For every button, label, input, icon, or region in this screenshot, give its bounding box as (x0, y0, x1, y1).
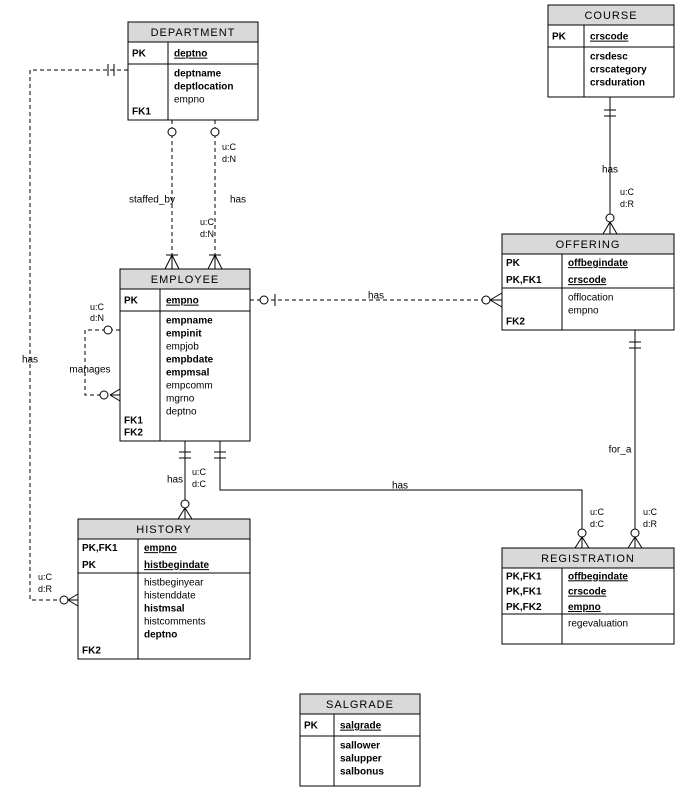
svg-text:u:C: u:C (200, 217, 215, 227)
svg-text:u:C: u:C (90, 302, 105, 312)
svg-text:empno: empno (568, 306, 599, 317)
svg-text:sallower: sallower (340, 741, 380, 752)
svg-text:PK,FK1: PK,FK1 (82, 543, 118, 554)
rel-staffed-by-label: staffed_by (129, 195, 175, 206)
rel-emp-has-history: has u:C d:C (167, 441, 207, 519)
svg-text:histcomments: histcomments (144, 617, 206, 628)
svg-text:d:R: d:R (620, 199, 635, 209)
entity-offering: OFFERING PK PK,FK1 offbegindate crscode FK2 of… (502, 234, 674, 330)
svg-text:histbegindate: histbegindate (144, 560, 209, 571)
svg-text:empcomm: empcomm (166, 381, 213, 392)
svg-text:d:R: d:R (643, 519, 658, 529)
svg-text:OFFERING: OFFERING (556, 239, 621, 251)
svg-text:d:N: d:N (90, 313, 104, 323)
svg-text:u:C: u:C (38, 572, 53, 582)
entity-history: HISTORY PK,FK1 PK empno histbegindate FK2 hist… (78, 519, 250, 659)
rel-emp-has-reg: has u:C d:C (214, 441, 605, 548)
rel-course-has-offering: has u:C d:R (602, 97, 635, 234)
svg-text:u:C: u:C (222, 142, 237, 152)
svg-text:empno: empno (166, 296, 199, 307)
svg-text:PK: PK (552, 32, 567, 43)
svg-text:crscode: crscode (568, 587, 607, 598)
svg-text:deptlocation: deptlocation (174, 82, 233, 93)
svg-text:HISTORY: HISTORY (136, 524, 192, 536)
svg-text:SALGRADE: SALGRADE (326, 699, 394, 711)
svg-text:offlocation: offlocation (568, 293, 613, 304)
svg-text:empinit: empinit (166, 329, 202, 340)
entity-salgrade: SALGRADE PK salgrade sallower salupper salbon… (300, 694, 420, 786)
svg-text:salbonus: salbonus (340, 767, 384, 778)
svg-text:PK: PK (304, 721, 319, 732)
svg-text:deptno: deptno (174, 49, 207, 60)
entity-employee: EMPLOYEE PK empno FK1FK2 empname empinit empjo… (120, 269, 250, 441)
rel-dept-has-emp-label: has (230, 195, 246, 206)
svg-text:u:C: u:C (192, 467, 207, 477)
rel-offering-for-a: for_a u:C d:R (609, 330, 658, 548)
svg-text:empname: empname (166, 316, 213, 327)
rel-emp-has-history-label: has (167, 475, 183, 486)
rel-offering-has-emp-label: has (368, 291, 384, 302)
entity-course: COURSE PK crscode crsdesc crscategory crsdura… (548, 5, 674, 97)
svg-text:d:R: d:R (38, 584, 53, 594)
svg-text:crscode: crscode (568, 275, 607, 286)
svg-text:PK,FK1: PK,FK1 (506, 275, 542, 286)
entity-registration: REGISTRATION PK,FK1 PK,FK1 PK,FK2 offbeginda… (502, 548, 674, 644)
entity-department: DEPARTMENT PK deptno FK1 deptname deptlocatio… (128, 22, 258, 120)
rel-emp-has-reg-label: has (392, 481, 408, 492)
rel-staffed-by: staffed_by u:C d:N (129, 120, 214, 269)
svg-text:crscategory: crscategory (590, 65, 647, 76)
svg-text:PK: PK (124, 296, 139, 307)
svg-text:deptno: deptno (166, 407, 197, 418)
svg-text:FK1: FK1 (132, 107, 151, 118)
svg-text:empjob: empjob (166, 342, 199, 353)
svg-text:d:C: d:C (192, 479, 207, 489)
svg-text:empbdate: empbdate (166, 355, 214, 366)
svg-text:mgrno: mgrno (166, 394, 195, 405)
svg-text:FK1: FK1 (124, 416, 143, 427)
svg-text:salupper: salupper (340, 754, 382, 765)
svg-text:PK: PK (132, 49, 147, 60)
svg-text:d:N: d:N (222, 154, 236, 164)
svg-text:crsduration: crsduration (590, 78, 645, 89)
svg-text:DEPARTMENT: DEPARTMENT (151, 27, 236, 39)
rel-dept-has-emp: has u:C d:N (208, 120, 246, 269)
svg-text:EMPLOYEE: EMPLOYEE (151, 274, 220, 286)
svg-text:PK,FK2: PK,FK2 (506, 602, 542, 613)
svg-text:COURSE: COURSE (584, 10, 637, 22)
svg-text:regevaluation: regevaluation (568, 619, 628, 630)
svg-text:PK,FK1: PK,FK1 (506, 587, 542, 598)
svg-text:offbegindate: offbegindate (568, 571, 628, 582)
svg-text:deptname: deptname (174, 69, 222, 80)
svg-text:FK2: FK2 (124, 428, 143, 439)
svg-text:u:C: u:C (590, 507, 605, 517)
rel-manages: manages u:C d:N (69, 302, 120, 401)
svg-text:histenddate: histenddate (144, 591, 196, 602)
svg-text:PK: PK (506, 258, 521, 269)
svg-text:empno: empno (174, 95, 205, 106)
svg-text:empno: empno (144, 543, 177, 554)
svg-text:PK,FK1: PK,FK1 (506, 571, 542, 582)
rel-offering-has-emp: has (250, 291, 502, 307)
rel-history-has-dept-label: has (22, 355, 38, 366)
svg-text:u:C: u:C (620, 187, 635, 197)
svg-text:empmsal: empmsal (166, 368, 210, 379)
svg-text:FK2: FK2 (506, 317, 525, 328)
svg-text:deptno: deptno (144, 630, 177, 641)
svg-text:salgrade: salgrade (340, 721, 382, 732)
svg-text:empno: empno (568, 602, 601, 613)
svg-text:u:C: u:C (643, 507, 658, 517)
rel-offering-for-a-label: for_a (609, 445, 632, 456)
rel-manages-label: manages (69, 365, 110, 376)
svg-text:PK: PK (82, 560, 97, 571)
svg-text:offbegindate: offbegindate (568, 258, 628, 269)
svg-text:d:C: d:C (590, 519, 605, 529)
svg-text:d:N: d:N (200, 229, 214, 239)
svg-text:crscode: crscode (590, 32, 629, 43)
svg-text:histbeginyear: histbeginyear (144, 578, 204, 589)
svg-text:REGISTRATION: REGISTRATION (541, 553, 635, 565)
svg-text:crsdesc: crsdesc (590, 52, 628, 63)
svg-text:FK2: FK2 (82, 646, 101, 657)
rel-course-has-offering-label: has (602, 165, 618, 176)
svg-text:histmsal: histmsal (144, 604, 185, 615)
